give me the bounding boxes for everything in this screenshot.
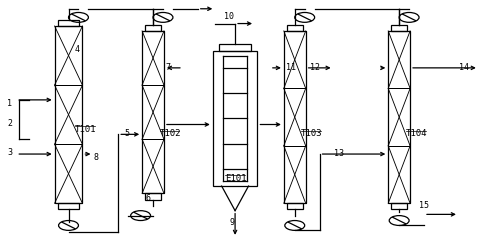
Bar (58, 20, 79, 26)
Text: 15: 15 (419, 201, 429, 210)
Bar (220, 45, 250, 51)
Bar (388, 31, 410, 203)
Bar (145, 25, 161, 31)
Bar (391, 25, 407, 31)
Text: T101: T101 (75, 124, 96, 133)
Text: 6: 6 (146, 194, 150, 203)
Bar (284, 31, 306, 203)
Text: 7: 7 (166, 63, 170, 72)
Text: 12: 12 (310, 63, 320, 72)
Text: T104: T104 (406, 129, 427, 138)
Text: 1: 1 (8, 99, 12, 108)
Bar (391, 203, 407, 209)
Bar (145, 193, 161, 200)
Text: 9: 9 (229, 218, 234, 228)
Bar (58, 203, 79, 209)
Bar (54, 26, 82, 203)
Text: 10: 10 (224, 12, 234, 21)
Text: 5: 5 (124, 129, 130, 138)
Bar (142, 31, 164, 193)
Text: 3: 3 (8, 148, 12, 157)
Bar (212, 51, 258, 186)
Text: 14: 14 (459, 63, 469, 72)
Text: 11: 11 (286, 63, 296, 72)
Text: 4: 4 (75, 45, 80, 54)
Text: 8: 8 (94, 153, 98, 162)
Text: E101: E101 (225, 174, 246, 183)
Bar (286, 203, 303, 209)
Text: T103: T103 (301, 129, 322, 138)
Text: 13: 13 (334, 149, 344, 158)
Text: 2: 2 (8, 119, 12, 128)
Bar (286, 25, 303, 31)
Text: T102: T102 (160, 129, 181, 138)
